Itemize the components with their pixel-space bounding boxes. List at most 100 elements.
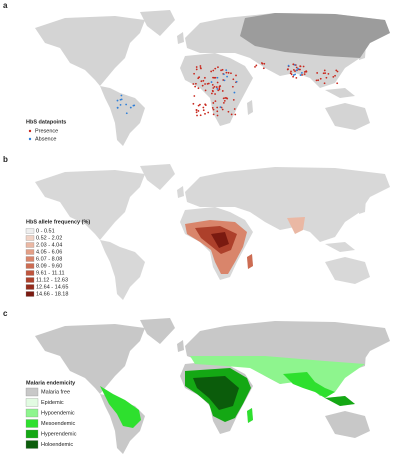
- datapoint: [198, 76, 201, 79]
- legend-swatch: [25, 277, 35, 283]
- legend-label: Malaria free: [41, 389, 70, 395]
- datapoint: [210, 92, 213, 95]
- datapoint: [216, 87, 219, 90]
- datapoint: [211, 83, 214, 86]
- legend-swatch: [25, 291, 35, 297]
- datapoint: [292, 63, 295, 66]
- datapoint: [196, 114, 198, 117]
- legend-label: 8.09 - 9.60: [36, 263, 62, 269]
- datapoint: [216, 110, 219, 113]
- datapoint: [319, 77, 322, 80]
- datapoint: [287, 64, 290, 67]
- datapoint: [212, 102, 215, 104]
- datapoint: [213, 76, 216, 79]
- datapoint: [255, 64, 258, 67]
- datapoint: [214, 67, 217, 70]
- datapoint: [290, 73, 293, 76]
- datapoint: [332, 75, 335, 78]
- datapoint: [290, 70, 292, 73]
- datapoint: [225, 97, 228, 99]
- datapoint: [295, 69, 298, 72]
- datapoint: [129, 106, 132, 109]
- datapoint: [295, 76, 298, 79]
- datapoint: [336, 70, 339, 73]
- legend-label: 0.52 - 2.02: [36, 235, 62, 241]
- datapoint: [195, 109, 198, 111]
- legend-title: Malaria endemicity: [26, 380, 76, 386]
- datapoint: [125, 112, 128, 115]
- datapoint: [195, 66, 198, 68]
- datapoint: [199, 66, 202, 69]
- datapoint: [263, 62, 266, 65]
- datapoint: [217, 66, 219, 69]
- datapoint: [211, 107, 214, 109]
- datapoint: [221, 90, 224, 92]
- datapoint: [204, 83, 206, 85]
- datapoint: [216, 106, 219, 109]
- datapoint: [200, 80, 203, 83]
- datapoint: [216, 114, 219, 117]
- panel-label: a: [3, 1, 8, 10]
- legend-label: 12.64 - 14.65: [36, 284, 68, 290]
- datapoint: [286, 68, 289, 71]
- datapoint: [193, 72, 195, 75]
- datapoint: [224, 97, 227, 99]
- panel-label: b: [3, 155, 8, 164]
- datapoint: [230, 72, 232, 75]
- legend-dot: [28, 137, 32, 141]
- datapoint: [232, 98, 235, 101]
- legend: HbS datapoints Presence Absence: [26, 119, 66, 142]
- legend-label: 6.07 - 8.08: [36, 256, 62, 262]
- datapoint: [204, 103, 207, 106]
- datapoint: [223, 79, 226, 82]
- legend-label: Epidemic: [41, 400, 64, 406]
- datapoint: [223, 99, 226, 102]
- datapoint: [315, 79, 318, 82]
- legend-swatch: [25, 235, 35, 241]
- datapoint: [316, 72, 319, 74]
- datapoint: [210, 70, 213, 73]
- datapoint: [235, 74, 237, 77]
- datapoint: [202, 79, 205, 82]
- datapoint: [303, 71, 306, 73]
- datapoint: [334, 74, 336, 77]
- legend-title: HbS datapoints: [26, 119, 66, 125]
- datapoint: [202, 109, 205, 112]
- legend-title: HbS allele frequency (%): [26, 219, 90, 225]
- datapoint: [120, 94, 123, 97]
- datapoint: [323, 69, 326, 72]
- legend-label: Hypoendemic: [41, 410, 75, 416]
- datapoint: [212, 87, 215, 89]
- datapoint: [218, 87, 221, 89]
- datapoint: [322, 72, 325, 75]
- datapoint: [116, 99, 119, 102]
- legend: Malaria endemicity Malaria free Epidemic Hy…: [25, 380, 77, 449]
- datapoint: [303, 73, 306, 76]
- datapoint: [199, 114, 202, 117]
- datapoint: [195, 68, 198, 71]
- datapoint: [218, 88, 221, 91]
- datapoint: [262, 67, 265, 70]
- datapoint: [193, 95, 196, 97]
- datapoint: [219, 85, 222, 87]
- datapoint: [192, 102, 195, 105]
- datapoint: [202, 106, 205, 109]
- legend-swatch: [25, 387, 39, 397]
- datapoint: [219, 106, 222, 108]
- legend-dot: [28, 129, 32, 133]
- datapoint: [222, 97, 225, 100]
- datapoint: [292, 75, 295, 78]
- datapoint: [336, 82, 339, 85]
- legend-label: Absence: [35, 136, 56, 142]
- datapoint: [210, 81, 213, 83]
- datapoint: [327, 73, 330, 75]
- datapoint: [221, 68, 224, 71]
- legend-label: 2.03 - 4.04: [36, 242, 62, 248]
- datapoint: [232, 78, 235, 81]
- datapoint: [292, 68, 295, 71]
- datapoint: [222, 101, 225, 104]
- datapoint: [197, 87, 200, 90]
- datapoint: [254, 65, 256, 68]
- legend-swatch: [25, 263, 35, 269]
